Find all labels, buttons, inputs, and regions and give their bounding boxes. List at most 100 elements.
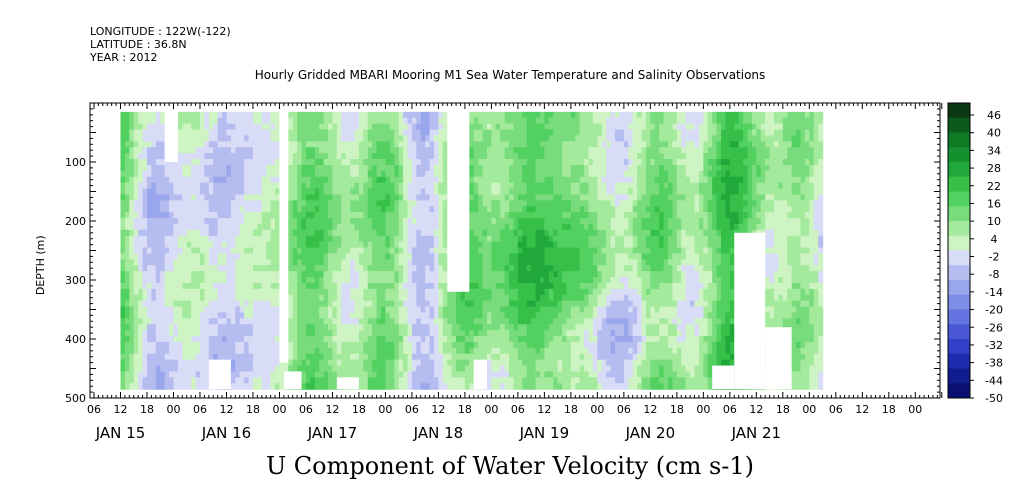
data-gap (164, 111, 178, 162)
colorbar-swatch (948, 103, 970, 119)
x-hour-label: 18 (140, 403, 154, 416)
year-text: YEAR : 2012 (90, 51, 158, 64)
x-day-label: JAN 19 (519, 424, 570, 442)
x-hour-label: 00 (378, 403, 392, 416)
y-axis-label: DEPTH (m) (34, 235, 47, 295)
x-hour-label: 12 (431, 403, 445, 416)
data-gap (283, 371, 302, 390)
x-hour-label: 12 (643, 403, 657, 416)
x-hour-label: 12 (749, 403, 763, 416)
data-gaps (164, 111, 792, 390)
colorbar-tick-label: -14 (985, 286, 1003, 299)
y-axis: 100 200 300 400 500 DEPTH (m) (34, 108, 940, 405)
x-hour-label: 06 (405, 403, 419, 416)
colorbar-tick-label: -38 (985, 357, 1003, 370)
x-hour-label: 12 (113, 403, 127, 416)
x-hour-label: 00 (802, 403, 816, 416)
x-hour-label: 00 (696, 403, 710, 416)
x-hour-label: 12 (219, 403, 233, 416)
colorbar-swatch (948, 309, 970, 325)
colorbar-tick-label: 4 (991, 233, 998, 246)
colorbar-swatch (948, 132, 970, 148)
x-hour-label: 12 (855, 403, 869, 416)
colorbar-swatch (948, 368, 970, 384)
colorbar-tick-label: 10 (987, 215, 1001, 228)
colorbar-frame (947, 102, 971, 399)
colorbar-tick-label: 34 (987, 144, 1001, 157)
x-hour-label: 06 (617, 403, 631, 416)
colorbar-tick-label: -26 (985, 321, 1003, 334)
colorbar-swatch (948, 294, 970, 310)
y-tick-label: 500 (65, 392, 86, 405)
colorbar-tick-label: -8 (989, 268, 1000, 281)
colorbar-swatch (948, 221, 970, 237)
colorbar-swatch (948, 383, 970, 399)
x-day-label: JAN 16 (201, 424, 252, 442)
colorbar-swatch (948, 206, 970, 222)
x-hour-label: 06 (829, 403, 843, 416)
x-hour-label: 00 (908, 403, 922, 416)
colorbar-tick-label: -32 (985, 339, 1003, 352)
x-hour-label: 18 (776, 403, 790, 416)
x-hour-label: 18 (246, 403, 260, 416)
x-hour-label: 18 (458, 403, 472, 416)
variable-label: U Component of Water Velocity (cm s-1) (265, 452, 755, 480)
x-axis: 06 12 18 00 06 12 18 00 06 12 18 00 06 12 18 00 06 12 18 00… (87, 103, 943, 442)
x-day-label: JAN 20 (625, 424, 676, 442)
y-tick-label: 200 (65, 215, 86, 228)
colorbar-tick-label: -50 (985, 392, 1003, 405)
colorbar-tick-label: 28 (987, 162, 1001, 175)
x-hour-label: 00 (590, 403, 604, 416)
colorbar-swatch (948, 176, 970, 192)
colorbar-swatch (948, 191, 970, 207)
colorbar-tick-label: 16 (987, 197, 1001, 210)
colorbar-tick-label: -2 (989, 251, 1000, 264)
data-gap (712, 365, 735, 390)
y-tick-label: 100 (65, 156, 86, 169)
colorbar-swatch (948, 250, 970, 266)
x-hour-label: 00 (484, 403, 498, 416)
colorbar: 46 40 34 28 22 16 10 4 -2 -8 -14 -20 -26 -32 -38 -44 -50 (947, 102, 1003, 405)
longitude-text: LONGITUDE : 122W(-122) (90, 25, 231, 38)
x-hour-label: 06 (723, 403, 737, 416)
colorbar-tick-label: 46 (987, 109, 1001, 122)
x-hour-label: 12 (325, 403, 339, 416)
colorbar-tick-label: 22 (987, 180, 1001, 193)
x-hour-label: 18 (882, 403, 896, 416)
chart-title: Hourly Gridded MBARI Mooring M1 Sea Wate… (254, 68, 766, 82)
colorbar-swatch (948, 280, 970, 296)
x-hour-label: 06 (87, 403, 101, 416)
colorbar-swatch (948, 117, 970, 133)
x-hour-label: 18 (564, 403, 578, 416)
x-hour-label: 06 (299, 403, 313, 416)
latitude-text: LATITUDE : 36.8N (90, 38, 187, 51)
x-day-label: JAN 15 (95, 424, 146, 442)
y-tick-label: 300 (65, 274, 86, 287)
x-day-label: JAN 21 (731, 424, 782, 442)
x-hour-label: 18 (670, 403, 684, 416)
y-tick-label: 400 (65, 333, 86, 346)
colorbar-swatch (948, 147, 970, 163)
colorbar-swatch (948, 353, 970, 369)
x-day-label: JAN 17 (307, 424, 358, 442)
colorbar-tick-label: 40 (987, 127, 1001, 140)
x-hour-label: 18 (352, 403, 366, 416)
colorbar-swatch (948, 162, 970, 178)
data-gap (734, 232, 766, 390)
colorbar-swatch (948, 324, 970, 340)
x-hour-label: 00 (166, 403, 180, 416)
x-day-label: JAN 18 (413, 424, 464, 442)
colorbar-tick-label: -20 (985, 304, 1003, 317)
data-gap (447, 111, 470, 292)
colorbar-swatch (948, 265, 970, 281)
x-hour-label: 12 (537, 403, 551, 416)
x-hour-label: 06 (511, 403, 525, 416)
data-gap (473, 359, 487, 390)
data-gap (336, 377, 359, 390)
x-hour-label: 00 (272, 403, 286, 416)
colorbar-swatch (948, 235, 970, 251)
data-gap (279, 111, 289, 363)
colorbar-swatch (948, 339, 970, 355)
data-gap (765, 327, 792, 390)
